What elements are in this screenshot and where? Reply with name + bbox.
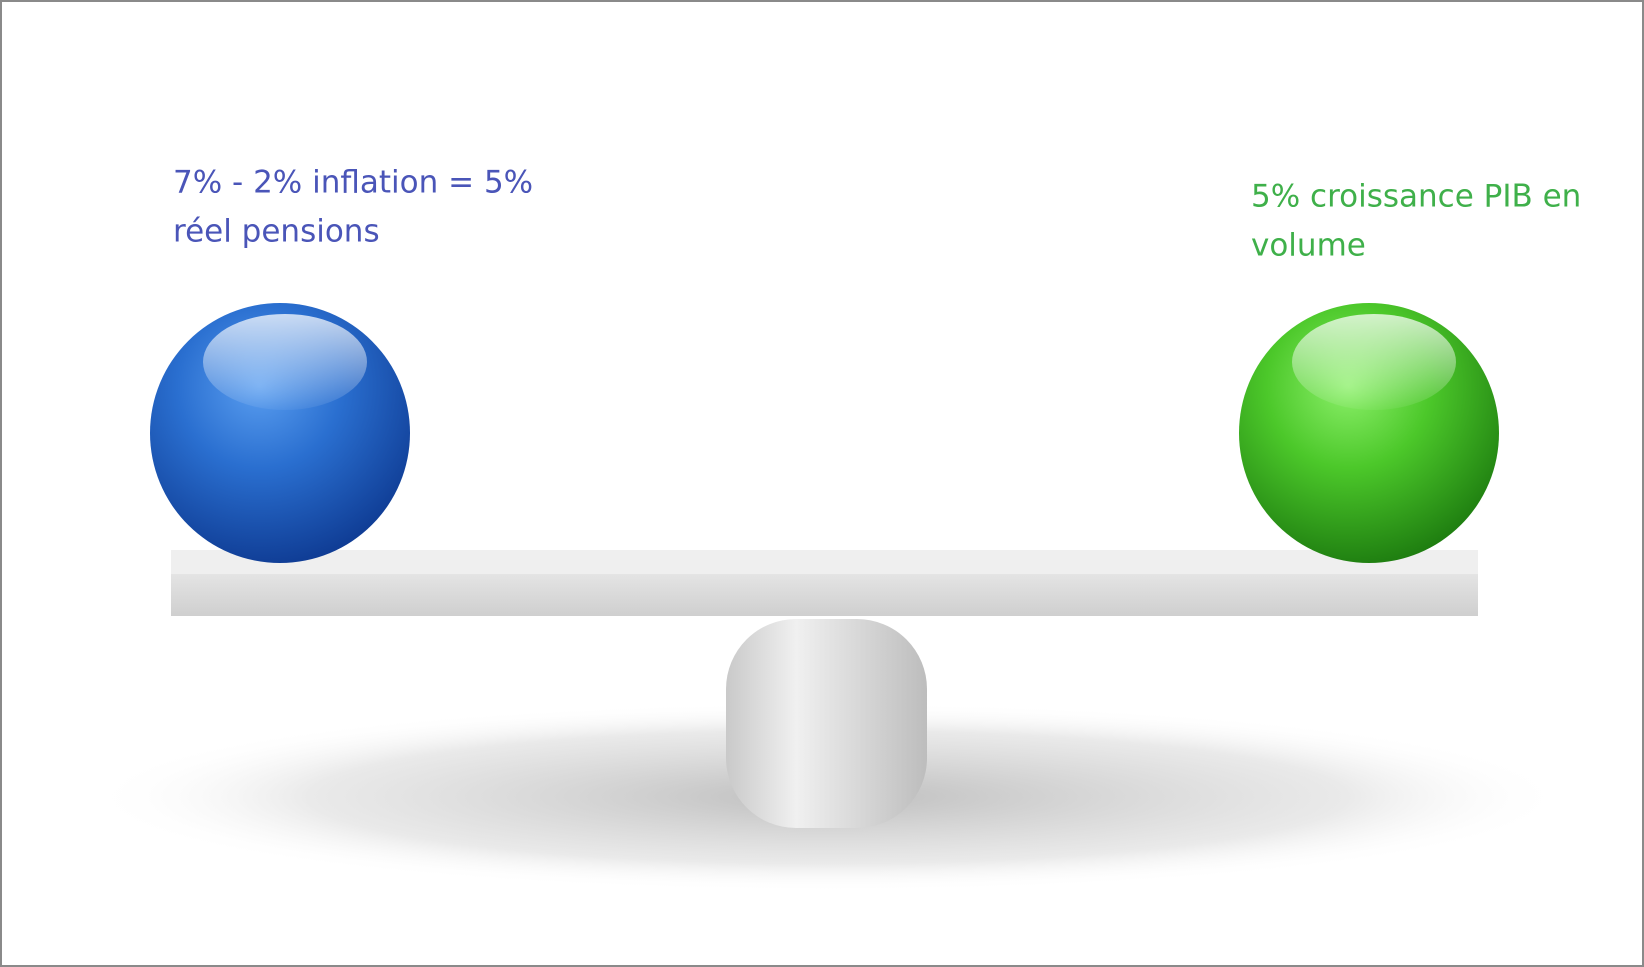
right-label: 5% croissance PIB en bbox=[1251, 179, 1581, 215]
left-label: 7% - 2% inflation = 5% bbox=[173, 165, 533, 201]
right-label: volume bbox=[1251, 228, 1366, 264]
blue-highlight bbox=[203, 314, 367, 410]
plank-top bbox=[171, 550, 1478, 576]
illustration: 7% - 2% inflation = 5% réel pensions 5% … bbox=[0, 0, 1644, 967]
page: 7% - 2% inflation = 5% réel pensions 5% … bbox=[0, 0, 1644, 967]
green-highlight bbox=[1292, 314, 1456, 410]
fulcrum bbox=[726, 619, 927, 828]
plank-front bbox=[171, 574, 1478, 616]
left-label: réel pensions bbox=[173, 214, 380, 250]
